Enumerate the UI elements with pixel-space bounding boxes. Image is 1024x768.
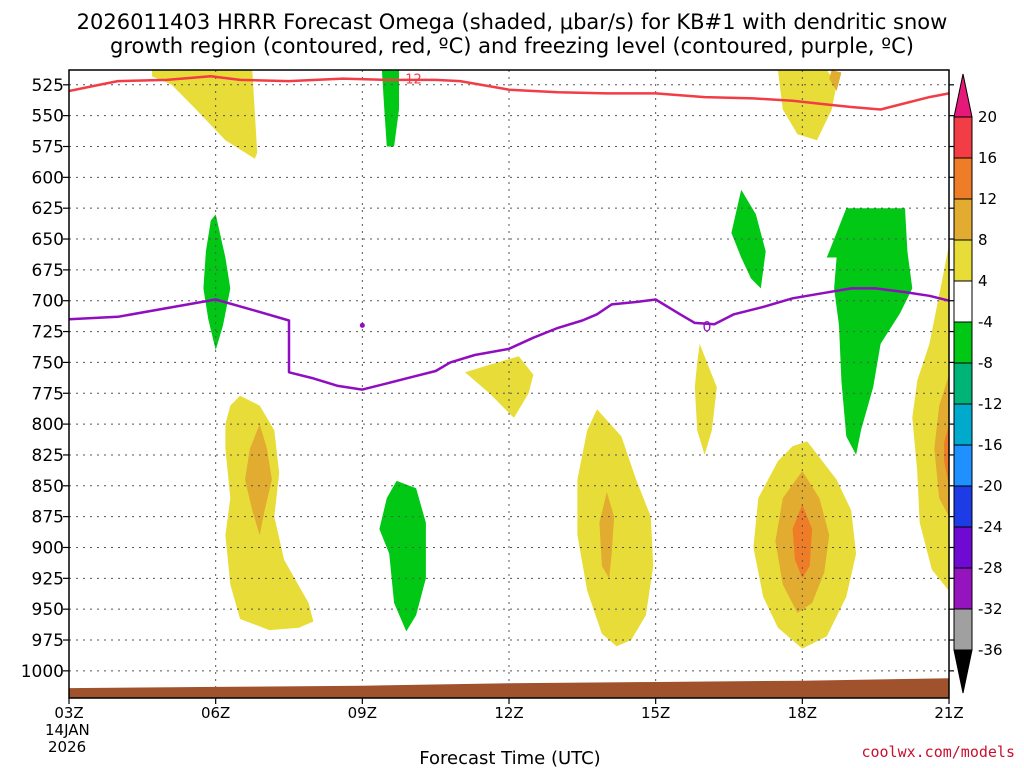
- y-tick-label-975: 975: [32, 631, 64, 651]
- omega-region-green-5: [379, 480, 426, 632]
- y-tick-label-550: 550: [32, 107, 64, 127]
- colorbar-swatch-4: [953, 280, 973, 323]
- colorbar-label-13: -36: [978, 641, 1003, 659]
- omega-region-green-4: [381, 70, 399, 147]
- omega-region-yellow-6: [465, 356, 534, 418]
- colorbar-label-0: 20: [978, 108, 997, 126]
- y-tick-label-1000: 1000: [21, 662, 64, 682]
- y-axis-ticks: 525 550 575 600 625 650 675 700 725 750 775 800 825 8…: [21, 76, 954, 682]
- colorbar-label-3: 8: [978, 231, 988, 249]
- y-tick-label-600: 600: [32, 168, 64, 188]
- x-tick-label-06Z: 06Z: [201, 704, 230, 722]
- colorbar-swatch-5: [953, 321, 973, 364]
- date-label-day: 14JAN: [45, 721, 90, 739]
- colorbar-label-10: -24: [978, 518, 1003, 536]
- y-tick-label-925: 925: [32, 569, 64, 589]
- dendritic-contour-label: -12: [401, 73, 422, 88]
- y-tick-label-825: 825: [32, 446, 64, 466]
- x-tick-label-15Z: 15Z: [641, 704, 670, 722]
- colorbar-label-1: 16: [978, 149, 997, 167]
- colorbar-label-5: -4: [978, 313, 993, 331]
- dendritic-contour-line: [69, 74, 949, 111]
- omega-region-orange1-8: [599, 492, 615, 579]
- y-tick-label-700: 700: [32, 292, 64, 312]
- omega-region-yellow-17: [912, 245, 949, 591]
- credit-text: coolwx.com/models: [861, 743, 1015, 761]
- colorbar-label-11: -28: [978, 559, 1003, 577]
- chart-title-line-1: 2026011403 HRRR Forecast Omega (shaded, …: [77, 10, 948, 34]
- y-tick-label-575: 575: [32, 137, 64, 157]
- freezing-contour-label: 0: [703, 320, 712, 336]
- y-tick-label-850: 850: [32, 477, 64, 497]
- colorbar-label-2: 12: [978, 190, 997, 208]
- terrain-polygon: [69, 678, 949, 698]
- omega-region-yellow-1: [225, 395, 314, 631]
- colorbar-swatch-0: [953, 116, 973, 159]
- x-axis-ticks: 03Z 06Z 09Z 12Z 15Z 18Z 21Z: [54, 698, 964, 722]
- colorbar-swatch-9: [953, 485, 973, 528]
- colorbar-swatch-10: [953, 526, 973, 569]
- colorbar: 20 16 12 8 4 -4 -8 -12 -16 -20 -24 -28 -32 -36: [953, 73, 1003, 694]
- omega-region-green-13: [826, 208, 913, 455]
- freezing-contour-dot: [359, 322, 365, 328]
- y-tick-label-875: 875: [32, 508, 64, 528]
- omega-region-yellow-11: [777, 70, 837, 141]
- date-label-year: 2026: [48, 738, 86, 756]
- colorbar-label-6: -8: [978, 354, 993, 372]
- omega-region-orange1-12: [829, 70, 842, 91]
- colorbar-label-7: -12: [978, 395, 1003, 413]
- x-tick-label-12Z: 12Z: [494, 704, 523, 722]
- x-axis-label: Forecast Time (UTC): [419, 748, 600, 768]
- colorbar-bottom-arrow: [953, 649, 973, 694]
- omega-region-green-3: [203, 214, 231, 351]
- terrain-fill: [69, 678, 949, 698]
- omega-region-yellow-0: [152, 70, 258, 159]
- omega-region-yellow-7: [577, 409, 654, 647]
- y-tick-label-950: 950: [32, 600, 64, 620]
- y-tick-label-525: 525: [32, 76, 64, 96]
- colorbar-label-9: -20: [978, 477, 1003, 495]
- omega-region-yellow-9: [694, 343, 717, 455]
- colorbar-swatch-6: [953, 362, 973, 405]
- colorbar-swatch-8: [953, 444, 973, 487]
- colorbar-swatch-7: [953, 403, 973, 446]
- chart-title-line-2: growth region (contoured, red, ºC) and f…: [110, 34, 914, 58]
- omega-region-orange1-2: [245, 424, 272, 536]
- x-tick-label-09Z: 09Z: [348, 704, 377, 722]
- omega-region-orange1-18: [934, 374, 949, 517]
- x-tick-label-18Z: 18Z: [788, 704, 817, 722]
- colorbar-swatch-12: [953, 608, 973, 651]
- y-tick-label-625: 625: [32, 199, 64, 219]
- colorbar-label-12: -32: [978, 600, 1003, 618]
- y-tick-label-750: 750: [32, 353, 64, 373]
- omega-region-orange2-19: [944, 424, 949, 486]
- colorbar-swatch-1: [953, 157, 973, 200]
- x-tick-label-03Z: 03Z: [54, 704, 83, 722]
- y-tick-label-650: 650: [32, 230, 64, 250]
- freezing-contour-line: [69, 287, 949, 391]
- y-tick-label-725: 725: [32, 323, 64, 343]
- y-tick-label-900: 900: [32, 538, 64, 558]
- colorbar-label-4: 4: [978, 272, 988, 290]
- colorbar-swatch-11: [953, 567, 973, 610]
- y-tick-label-775: 775: [32, 384, 64, 404]
- omega-region-orange2-16: [792, 504, 813, 579]
- colorbar-swatch-2: [953, 198, 973, 241]
- y-tick-label-675: 675: [32, 261, 64, 281]
- x-tick-label-21Z: 21Z: [934, 704, 963, 722]
- y-tick-label-800: 800: [32, 415, 64, 435]
- colorbar-swatch-3: [953, 239, 973, 282]
- contour-lines: -12 0: [69, 73, 949, 391]
- colorbar-label-8: -16: [978, 436, 1003, 454]
- omega-shading: [152, 70, 949, 649]
